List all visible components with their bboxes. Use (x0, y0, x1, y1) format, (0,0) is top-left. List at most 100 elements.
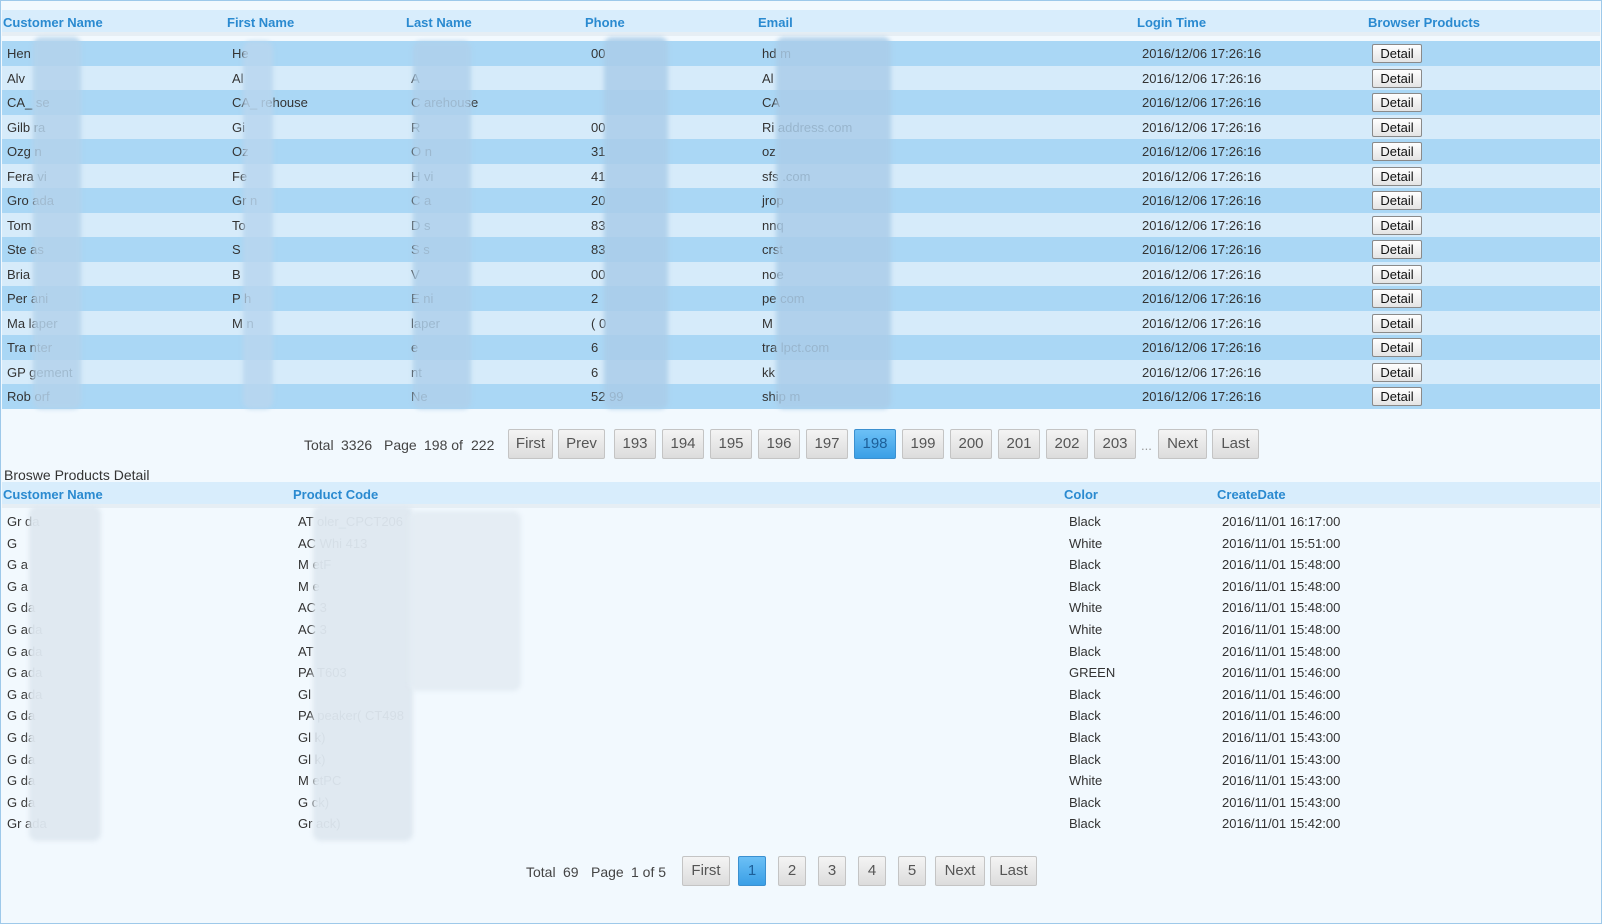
pager2-page-button[interactable]: 1 (738, 856, 766, 886)
login-time-cell: 2016/12/06 17:26:16 (1142, 95, 1262, 110)
pager-page-button[interactable]: 195 (710, 429, 752, 459)
product-row: G aM etFBlack2016/11/01 15:48:00 (2, 554, 1600, 576)
phone-cell: 00 (591, 46, 606, 61)
detail-button[interactable]: Detail (1372, 93, 1422, 112)
pager2-page-button[interactable]: 2 (778, 856, 806, 886)
detail-button[interactable]: Detail (1372, 362, 1422, 382)
color-cell: GREEN (1069, 665, 1116, 681)
login-time-cell: 2016/12/06 17:26:16 (1142, 266, 1262, 282)
pager-page-button[interactable]: 198 (854, 429, 896, 459)
col-color[interactable]: Color (1064, 487, 1098, 502)
customers-pager: Total 3326 Page 198 of 222 First Prev 19… (1, 429, 1601, 459)
pager2-next-button[interactable]: Next (935, 856, 985, 886)
login-time-cell: 2016/12/06 17:26:16 (1142, 119, 1262, 135)
pager-page-button[interactable]: 193 (614, 429, 656, 459)
product-row: G da Gl k) Black 2016/11/01 15:43:00 (2, 749, 1600, 771)
pager-page-button[interactable]: 201 (998, 429, 1040, 459)
col-last-name[interactable]: Last Name (406, 15, 472, 30)
pager-prev-button[interactable]: Prev (558, 429, 605, 459)
first-name-cell: To (232, 217, 246, 233)
customer-name-cell: Hen (7, 46, 31, 61)
color-cell: White (1069, 600, 1103, 616)
detail-button[interactable]: Detail (1372, 313, 1422, 333)
phone-cell: 2 (591, 291, 599, 306)
col-phone[interactable]: Phone (585, 15, 625, 30)
col-product-customer-name[interactable]: Customer Name (3, 487, 103, 502)
login-time-cell: 2016/12/06 17:26:16 (1142, 364, 1262, 380)
customers-grid-header: Customer Name First Name Last Name Phone… (2, 10, 1600, 36)
customer-name-cell: Alv (7, 70, 26, 86)
product-row: G ada Gl Black 2016/11/01 15:46:00 (2, 684, 1600, 706)
color-cell: Black (1069, 578, 1101, 594)
color-cell: Black (1069, 557, 1101, 573)
col-customer-name[interactable]: Customer Name (3, 15, 103, 30)
create-date-cell: 2016/11/01 15:51:00 (1222, 535, 1341, 551)
pager-page-button[interactable]: 199 (902, 429, 944, 459)
detail-button[interactable]: Detail (1372, 387, 1422, 406)
detail-button[interactable]: Detail (1372, 264, 1422, 284)
product-row: G daM etPCWhite2016/11/01 15:43:00 (2, 770, 1600, 792)
privacy-blur (604, 37, 668, 409)
login-time-cell: 2016/12/06 17:26:16 (1142, 168, 1262, 184)
pager-last-button[interactable]: Last (1212, 429, 1259, 459)
detail-button[interactable]: Detail (1372, 44, 1422, 63)
phone-cell: 20 (591, 193, 606, 208)
detail-button[interactable]: Detail (1372, 215, 1422, 235)
col-email[interactable]: Email (758, 15, 793, 30)
pager-first-button[interactable]: First (508, 429, 553, 459)
email-cell: CA (762, 95, 781, 110)
pager-page-button[interactable]: 203 (1094, 429, 1136, 459)
pager-page-button[interactable]: 202 (1046, 429, 1088, 459)
phone-cell: 00 (591, 266, 606, 282)
pager-page-button[interactable]: 197 (806, 429, 848, 459)
pager-total-label: Total (304, 437, 334, 453)
first-name-cell: Al (232, 70, 244, 86)
privacy-blur (313, 506, 413, 841)
detail-button[interactable]: Detail (1372, 191, 1422, 210)
pager-next-button[interactable]: Next (1158, 429, 1207, 459)
color-cell: Black (1069, 794, 1101, 810)
login-time-cell: 2016/12/06 17:26:16 (1142, 242, 1262, 257)
email-cell: kk (762, 364, 775, 380)
col-first-name[interactable]: First Name (227, 15, 295, 30)
pager2-last-button[interactable]: Last (990, 856, 1037, 886)
create-date-cell: 2016/11/01 15:46:00 (1222, 665, 1341, 681)
pager2-first-button[interactable]: First (682, 856, 730, 886)
col-browser-products[interactable]: Browser Products (1368, 15, 1480, 30)
pager-page-button[interactable]: 200 (950, 429, 992, 459)
detail-button[interactable]: Detail (1372, 240, 1422, 259)
pager-page-button[interactable]: 196 (758, 429, 800, 459)
color-cell: White (1069, 773, 1103, 789)
detail-button[interactable]: Detail (1372, 166, 1422, 186)
privacy-blur (29, 506, 101, 841)
col-login-time[interactable]: Login Time (1137, 15, 1207, 30)
product-customer-name-cell: G da (7, 751, 36, 767)
pager-page-button[interactable]: 194 (662, 429, 704, 459)
pager2-page-button[interactable]: 3 (818, 856, 846, 886)
detail-button[interactable]: Detail (1372, 68, 1422, 88)
product-customer-name-cell: G (7, 535, 18, 551)
detail-button[interactable]: Detail (1372, 142, 1422, 161)
phone-cell: 83 (591, 217, 606, 233)
col-product-code[interactable]: Product Code (293, 487, 379, 502)
detail-button[interactable]: Detail (1372, 338, 1422, 357)
pager2-page-button[interactable]: 4 (858, 856, 886, 886)
customer-name-cell: Tom (7, 217, 32, 233)
col-create-date[interactable]: CreateDate (1217, 487, 1286, 502)
product-customer-name-cell: G a (7, 578, 28, 594)
create-date-cell: 2016/11/01 15:48:00 (1222, 622, 1341, 637)
color-cell: Black (1069, 514, 1101, 529)
detail-button[interactable]: Detail (1372, 289, 1422, 308)
color-cell: Black (1069, 708, 1101, 724)
color-cell: Black (1069, 730, 1101, 745)
product-row: GAC Whi 413White2016/11/01 15:51:00 (2, 533, 1600, 555)
pager2-page-button[interactable]: 5 (898, 856, 926, 886)
pager-ellipsis: ... (1141, 438, 1152, 453)
login-time-cell: 2016/12/06 17:26:16 (1142, 144, 1262, 159)
detail-button[interactable]: Detail (1372, 117, 1422, 137)
